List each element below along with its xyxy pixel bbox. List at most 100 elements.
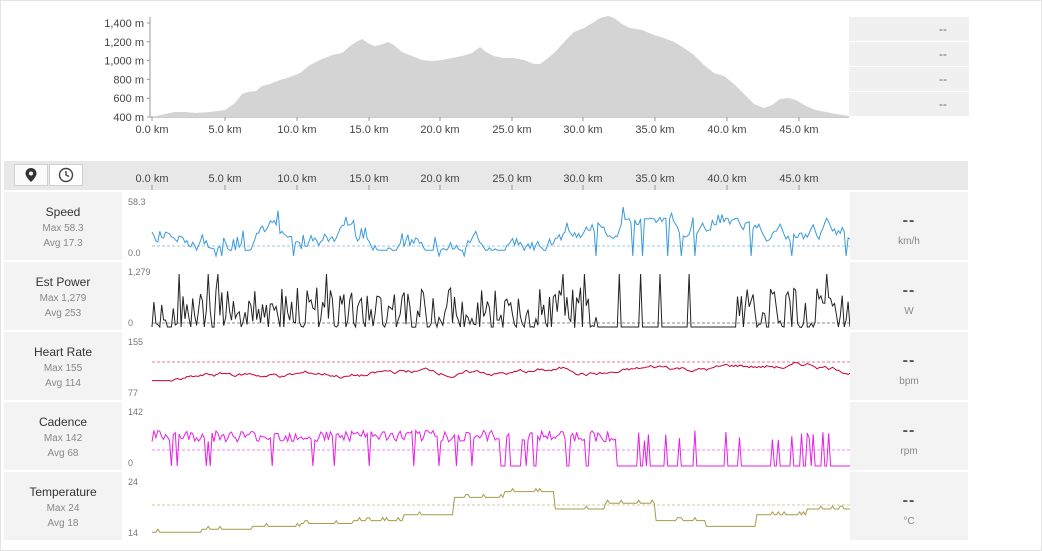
metric-avg: Avg 253 xyxy=(44,308,82,319)
scale-max: 1,279 xyxy=(128,267,151,277)
distance-x-tick: 30.0 km xyxy=(563,173,602,185)
metric-current: -- °C xyxy=(850,472,968,540)
elevation-x-tick: 40.0 km xyxy=(707,124,746,136)
metric-unit: bpm xyxy=(899,376,919,387)
elevation-x-tick: 5.0 km xyxy=(208,124,241,136)
distance-x-tick: 20.0 km xyxy=(420,173,459,185)
summary-stats: -- -- -- -- xyxy=(849,17,969,117)
metric-name: Speed xyxy=(45,205,81,219)
summary-stat: -- xyxy=(849,67,969,91)
distance-x-tick: 45.0 km xyxy=(779,173,818,185)
scale-max: 24 xyxy=(128,477,139,487)
elevation-x-tick: 15.0 km xyxy=(349,124,388,136)
metric-line xyxy=(152,487,850,533)
summary-stat: -- xyxy=(849,92,969,116)
distance-x-tick: 40.0 km xyxy=(707,173,746,185)
elevation-x-tick: 25.0 km xyxy=(492,124,531,136)
distance-x-tick: 10.0 km xyxy=(277,173,316,185)
metric-max: Max 58.3 xyxy=(42,223,84,234)
metric-unit: W xyxy=(904,306,914,317)
elevation-y-tick: 600 m xyxy=(113,93,144,105)
metric-line xyxy=(152,362,850,382)
clock-button[interactable] xyxy=(49,164,83,186)
metric-row-temperature[interactable]: Temperature Max 24 Avg 18 24 14 -- °C xyxy=(4,472,968,540)
metric-label: Temperature Max 24 Avg 18 xyxy=(4,472,122,540)
elevation-x-axis: 0.0 km 5.0 km 10.0 km 15.0 km 20.0 km 25.0 km… xyxy=(135,117,819,136)
distance-x-tick: 35.0 km xyxy=(635,173,674,185)
metric-name: Temperature xyxy=(29,485,97,499)
metric-max: Max 1,279 xyxy=(39,293,87,304)
metric-label: Cadence Max 142 Avg 68 xyxy=(4,402,122,470)
elevation-chart[interactable]: 1,400 m 1,200 m 1,000 m 800 m 600 m 400 m 0.0… xyxy=(0,0,1042,150)
metric-avg: Avg 68 xyxy=(47,448,79,459)
elevation-x-tick: 10.0 km xyxy=(277,124,316,136)
map-pin-icon xyxy=(25,168,37,182)
metric-name: Cadence xyxy=(38,415,88,429)
distance-x-tick: 0.0 km xyxy=(135,173,168,185)
metric-value: -- xyxy=(902,492,916,509)
metric-avg: Avg 17.3 xyxy=(43,238,83,249)
scale-min: 77 xyxy=(128,388,139,398)
metric-value: -- xyxy=(902,212,916,229)
metric-label: Heart Rate Max 155 Avg 114 xyxy=(4,332,122,400)
metric-row-heart-rate[interactable]: Heart Rate Max 155 Avg 114 155 77 -- bpm xyxy=(4,332,968,400)
metric-row-cadence[interactable]: Cadence Max 142 Avg 68 142 0 -- rpm xyxy=(4,402,968,470)
metric-label: Speed Max 58.3 Avg 17.3 xyxy=(4,192,122,260)
metric-name: Est Power xyxy=(35,275,91,289)
metric-trace[interactable]: 142 0 xyxy=(122,402,850,470)
metric-trace[interactable]: 24 14 xyxy=(122,472,850,540)
chart-toolbar xyxy=(4,161,968,190)
metric-current: -- bpm xyxy=(850,332,968,400)
summary-stat: -- xyxy=(849,42,969,66)
metric-unit: km/h xyxy=(898,236,920,247)
metric-avg: Avg 114 xyxy=(45,378,81,389)
summary-stat: -- xyxy=(849,17,969,41)
metric-trace[interactable]: 155 77 xyxy=(122,332,850,400)
metric-row-speed[interactable]: Speed Max 58.3 Avg 17.3 58.3 0.0 -- km/h xyxy=(4,192,968,260)
elevation-x-tick: 0.0 km xyxy=(135,124,168,136)
metric-line xyxy=(151,273,850,329)
scale-min: 0 xyxy=(128,458,134,468)
elevation-x-tick: 30.0 km xyxy=(563,124,602,136)
scale-min: 14 xyxy=(128,528,139,538)
metric-row-est-power[interactable]: Est Power Max 1,279 Avg 253 1,279 0 -- W xyxy=(4,262,968,330)
metric-max: Max 155 xyxy=(43,363,83,374)
metric-value: -- xyxy=(902,282,916,299)
clock-icon xyxy=(58,167,74,183)
metric-line xyxy=(151,206,850,258)
metric-avg: Avg 18 xyxy=(47,518,79,529)
metric-trace[interactable]: 1,279 0 xyxy=(122,262,850,330)
distance-x-tick: 25.0 km xyxy=(492,173,531,185)
elevation-y-tick: 1,400 m xyxy=(104,18,144,30)
scale-min: 0.0 xyxy=(128,248,141,258)
metric-line xyxy=(151,429,850,467)
distance-x-tick: 5.0 km xyxy=(208,173,241,185)
metric-trace[interactable]: 58.3 0.0 xyxy=(122,192,850,260)
elevation-y-axis: 1,400 m 1,200 m 1,000 m 800 m 600 m 400 m xyxy=(104,18,150,124)
metric-current: -- W xyxy=(850,262,968,330)
scale-min: 0 xyxy=(128,318,134,328)
elevation-y-tick: 1,000 m xyxy=(104,56,144,68)
map-pin-button[interactable] xyxy=(14,164,48,186)
metric-max: Max 142 xyxy=(43,433,83,444)
elevation-x-tick: 45.0 km xyxy=(779,124,818,136)
metric-label: Est Power Max 1,279 Avg 253 xyxy=(4,262,122,330)
metric-current: -- rpm xyxy=(850,402,968,470)
elevation-profile-area xyxy=(152,16,849,117)
metric-value: -- xyxy=(902,422,916,439)
metric-name: Heart Rate xyxy=(33,345,93,359)
scale-max: 58.3 xyxy=(128,197,146,207)
elevation-y-tick: 800 m xyxy=(113,74,144,86)
distance-axis: 0.0 km 5.0 km 10.0 km 15.0 km 20.0 km 25.0 km… xyxy=(135,173,819,190)
metric-unit: °C xyxy=(903,516,915,527)
metric-current: -- km/h xyxy=(850,192,968,260)
distance-x-tick: 15.0 km xyxy=(349,173,388,185)
elevation-y-tick: 400 m xyxy=(113,112,144,124)
scale-max: 142 xyxy=(128,407,144,417)
metric-value: -- xyxy=(902,352,916,369)
elevation-x-tick: 35.0 km xyxy=(635,124,674,136)
elevation-y-tick: 1,200 m xyxy=(104,37,144,49)
metric-unit: rpm xyxy=(900,446,918,457)
elevation-x-tick: 20.0 km xyxy=(420,124,459,136)
scale-max: 155 xyxy=(128,337,144,347)
